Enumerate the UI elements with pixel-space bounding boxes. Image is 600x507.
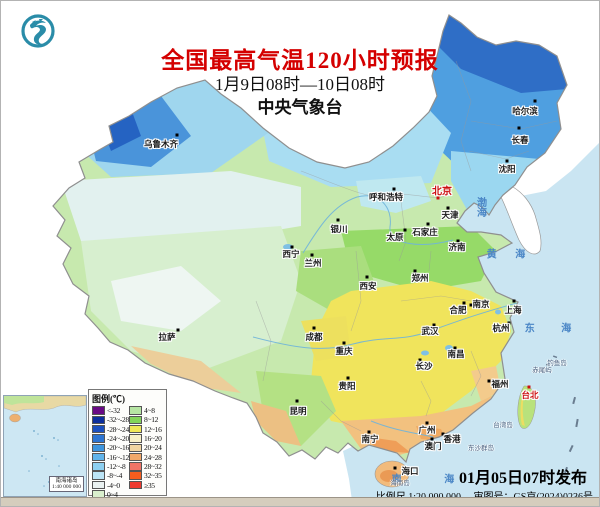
legend-swatch [92,452,105,462]
legend-row-16~20: 16~20 [129,434,166,443]
legend-range-label: -20~-16 [107,443,129,453]
legend-row-24~28: 24~28 [129,452,166,462]
legend-range-label: ≥35 [144,480,155,490]
legend-swatch [92,415,105,425]
national-boundary [52,14,568,464]
legend-swatch [129,462,142,471]
cma-logo [21,14,55,48]
legend-row--4~0: -4~0 [92,480,129,490]
legend-swatch [92,480,105,490]
legend-swatch [92,471,105,480]
legend-row-≥35: ≥35 [129,480,166,490]
bottom-margin-bar [1,497,599,506]
legend-range-label: -4~0 [107,480,120,490]
legend-column-2: 4~8 8~12 12~16 16~20 20~24 24~28 28~32 32~35 ≥35 [129,406,166,499]
legend-range-label: -12~-8 [107,461,126,471]
legend-row--8~-4: -8~-4 [92,471,129,480]
legend-row--16~-12: -16~-12 [92,452,129,462]
legend-range-label: 24~28 [144,452,162,462]
taiwan-island [517,385,536,429]
legend-title: 图例(℃) [92,394,125,404]
legend-swatch [129,452,142,462]
inset-caption-box: 南海诸岛 1:40 000 000 [48,476,84,492]
inset-caption-title: 南海诸岛 [55,478,78,484]
legend-column-1: <-32 -32~-28 -28~-24 -24~-20 -20~-16 -16~-12-… [92,406,129,499]
issue-time: 01月05日07时发布 [458,470,587,487]
legend-row--20~-16: -20~-16 [92,443,129,452]
legend-row-4~8: 4~8 [129,406,166,415]
legend-range-label: 0~4 [107,489,118,499]
legend-swatch [92,462,105,471]
legend-swatch [92,424,105,434]
legend-swatch [129,480,142,490]
offshore-island-marks [545,355,579,474]
legend-swatch [129,415,142,425]
legend-row--24~-20: -24~-20 [92,434,129,443]
legend-swatch [129,471,142,480]
legend-row-<-32: <-32 [92,406,129,415]
legend-row--32~-28: -32~-28 [92,415,129,424]
legend-row-32~35: 32~35 [129,471,166,480]
legend-row-8~12: 8~12 [129,415,166,424]
hainan-island [374,460,410,488]
legend-row--28~-24: -28~-24 [92,425,129,434]
legend-row-28~32: 28~32 [129,462,166,471]
legend-range-label: 4~8 [144,406,155,416]
inset-map-art [3,395,87,487]
legend-swatch [92,434,105,443]
legend-range-label: -8~-4 [107,471,123,481]
legend-swatch [129,434,142,443]
legend-range-label: 8~12 [144,415,159,425]
inset-caption-scale: 1:40 000 000 [51,484,81,490]
legend-range-label: -24~-20 [107,434,129,444]
temperature-legend: 图例(℃) <-32 -32~-28 -28~-24 -24~-20 -20~-16 -1… [88,389,167,499]
legend-range-label: -32~-28 [107,415,129,425]
south-china-sea-inset: 南海诸岛 1:40 000 000 [3,395,87,497]
legend-range-label: 16~20 [144,434,162,444]
legend-range-label: -16~-12 [107,452,129,462]
legend-range-label: 32~35 [144,471,162,481]
korea-landmass [500,186,542,255]
legend-range-label: 20~24 [144,443,162,453]
legend-swatch [129,424,142,434]
legend-swatch [129,443,142,453]
legend-range-label: 12~16 [144,424,162,434]
legend-range-label: -28~-24 [107,424,129,434]
legend-row--12~-8: -12~-8 [92,462,129,471]
legend-row-12~16: 12~16 [129,425,166,434]
legend-row-20~24: 20~24 [129,443,166,452]
legend-range-label: 28~32 [144,461,162,471]
legend-swatch [92,443,105,453]
legend-swatch [92,406,105,415]
legend-swatch [129,406,142,415]
legend-range-label: <-32 [107,406,121,416]
